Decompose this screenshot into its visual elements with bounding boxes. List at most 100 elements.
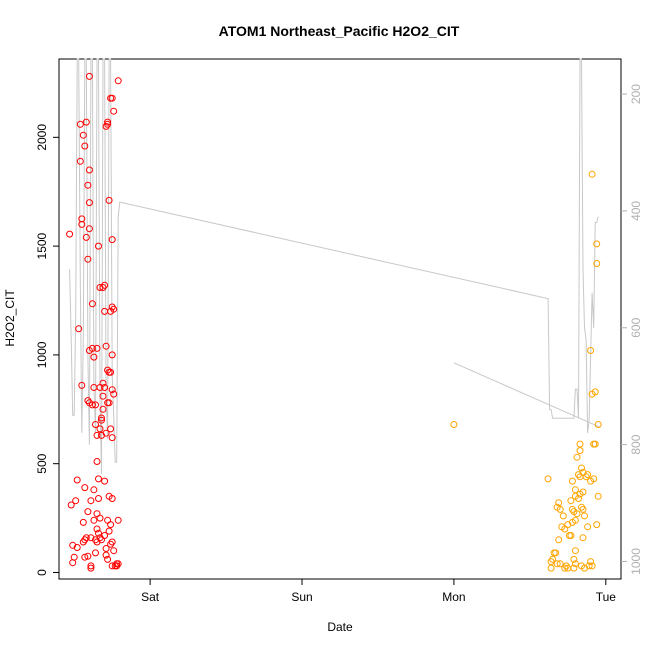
data-point-orange — [575, 495, 582, 502]
data-point-orange — [588, 562, 596, 570]
data-point-orange — [552, 549, 560, 557]
data-point-orange — [591, 388, 599, 396]
data-point-orange — [581, 512, 588, 520]
data-point-red — [81, 142, 89, 150]
data-point-orange — [593, 260, 601, 267]
data-point-red — [102, 429, 110, 437]
data-point-orange — [584, 523, 592, 531]
bottom-axis: Sat Sun Mon Tue — [141, 579, 616, 604]
data-point-orange — [576, 447, 584, 455]
plot-frame — [58, 58, 622, 580]
data-point-red — [73, 544, 81, 551]
data-point-red — [93, 431, 101, 439]
left-axis: 0 500 1000 1500 2000 — [35, 124, 59, 576]
y-axis-label: H2O2_CIT — [3, 289, 17, 347]
data-point-orange — [450, 421, 458, 428]
data-point-red — [73, 476, 81, 484]
data-point-red — [107, 425, 115, 433]
data-point-red — [110, 305, 118, 313]
data-point-red — [95, 529, 102, 537]
data-point-orange — [571, 516, 579, 524]
data-point-red — [105, 196, 113, 204]
data-point-red — [105, 399, 113, 407]
data-point-orange — [555, 499, 563, 507]
data-point-red — [105, 527, 113, 535]
x-tick-label: Sun — [291, 590, 312, 604]
data-point-red — [93, 525, 101, 533]
data-point-red — [108, 562, 116, 570]
data-point-orange — [573, 453, 581, 461]
data-point-red — [67, 501, 75, 509]
data-point-red — [99, 379, 107, 387]
data-point-red — [78, 381, 86, 389]
data-point-red — [101, 384, 109, 391]
y-tick-label: 2000 — [35, 124, 49, 151]
data-point-red — [114, 516, 122, 524]
data-point-red — [99, 405, 107, 413]
data-point-orange — [593, 521, 601, 529]
data-point-red — [88, 300, 96, 308]
data-point-red — [95, 242, 102, 250]
y-tick-label: 500 — [35, 453, 49, 473]
data-point-red — [81, 553, 89, 561]
data-point-red — [107, 540, 115, 548]
data-point-red — [101, 281, 109, 289]
data-point-red — [95, 475, 102, 483]
altitude-line — [69, 58, 599, 474]
data-points — [66, 72, 602, 572]
data-point-red — [79, 131, 87, 139]
y-tick-label: 1000 — [35, 341, 49, 368]
data-point-red — [92, 549, 99, 557]
data-point-orange — [547, 564, 555, 572]
data-point-orange — [587, 558, 595, 566]
altitude-lines — [69, 58, 600, 474]
data-point-red — [113, 562, 121, 570]
data-point-red — [108, 94, 116, 102]
data-point-orange — [579, 534, 587, 542]
data-point-red — [90, 353, 98, 361]
x-tick-label: Mon — [442, 590, 465, 604]
data-point-orange — [576, 440, 584, 448]
data-point-red — [108, 236, 116, 244]
data-point-red — [92, 421, 99, 428]
data-point-red — [93, 344, 101, 352]
data-point-orange — [573, 510, 581, 518]
data-point-orange — [556, 505, 564, 513]
data-point-red — [114, 560, 122, 568]
data-point-red — [110, 390, 118, 398]
y2-tick-label: 200 — [629, 84, 643, 104]
data-point-red — [104, 118, 112, 126]
data-point-red — [92, 401, 99, 409]
data-point-red — [70, 553, 78, 561]
data-point-orange — [587, 347, 595, 354]
data-point-orange — [544, 475, 552, 483]
data-point-orange — [582, 473, 590, 481]
altitude-line-secondary — [453, 362, 600, 428]
data-point-orange — [584, 471, 592, 479]
data-point-orange — [559, 512, 567, 520]
data-point-orange — [568, 477, 576, 485]
data-point-red — [93, 458, 101, 465]
y2-tick-label: 800 — [629, 434, 643, 454]
x-tick-label: Tue — [596, 590, 617, 604]
data-point-red — [84, 552, 92, 560]
data-point-orange — [567, 497, 575, 505]
data-point-orange — [570, 555, 578, 563]
data-point-red — [98, 416, 105, 424]
data-point-red — [102, 122, 110, 130]
data-point-red — [87, 564, 95, 572]
data-point-red — [82, 233, 90, 241]
data-point-red — [95, 495, 102, 502]
data-point-red — [76, 157, 84, 165]
data-point-red — [90, 486, 98, 494]
data-point-red — [90, 516, 98, 524]
x-axis-label: Date — [327, 620, 353, 634]
data-point-red — [104, 516, 112, 524]
data-point-orange — [578, 464, 585, 472]
data-point-orange — [567, 532, 575, 539]
data-point-orange — [594, 492, 602, 500]
data-point-red — [102, 551, 110, 559]
data-point-orange — [579, 488, 587, 496]
data-point-red — [108, 538, 116, 546]
data-point-red — [110, 107, 118, 115]
